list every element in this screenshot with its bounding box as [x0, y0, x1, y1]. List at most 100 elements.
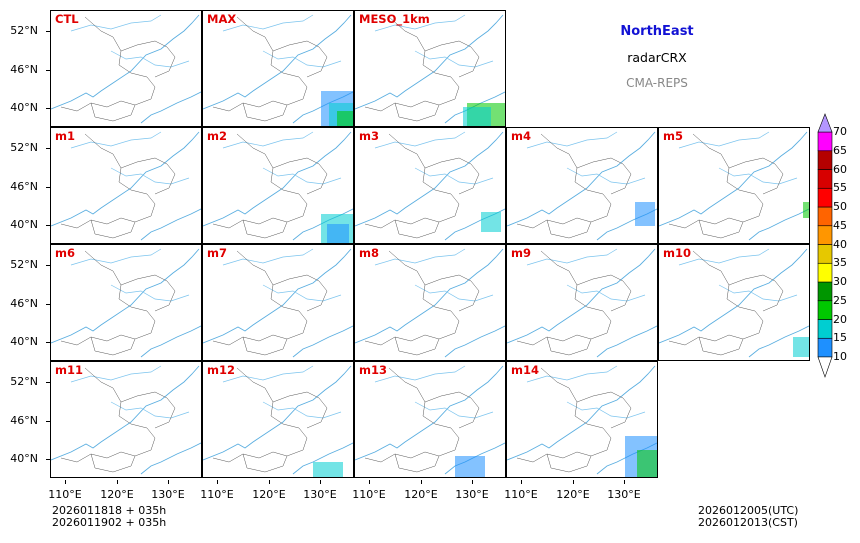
- coastline: [507, 248, 656, 344]
- panel-label: MESO_1km: [359, 12, 430, 26]
- coastline: [51, 131, 200, 227]
- province-border: [576, 274, 632, 312]
- panel-label: m11: [55, 363, 83, 377]
- lon-tick-label: 120°E: [404, 488, 438, 501]
- province-border: [242, 102, 288, 122]
- colorbar-extend-max: [817, 113, 833, 133]
- coastline: [51, 248, 200, 344]
- lon-tick-label: 130°E: [303, 488, 337, 501]
- lon-tick-label: 130°E: [455, 488, 489, 501]
- lon-tick: [472, 480, 473, 484]
- province-border: [728, 274, 784, 312]
- coastline: [203, 131, 352, 227]
- province-border: [576, 391, 632, 429]
- map-panel-m3: m3: [354, 127, 506, 244]
- coastline: [355, 131, 504, 227]
- coastline: [659, 131, 808, 227]
- map-panel-max: MAX: [202, 10, 354, 127]
- panel-label: m12: [207, 363, 235, 377]
- colorbar-segment: [817, 225, 833, 245]
- province-border: [364, 133, 460, 229]
- province-border: [424, 391, 480, 429]
- river: [70, 248, 162, 266]
- river: [262, 284, 342, 302]
- lon-tick-label: 110°E: [352, 488, 386, 501]
- river: [110, 167, 190, 185]
- map-outline: [507, 248, 657, 358]
- panel-label: m13: [359, 363, 387, 377]
- coastline: [596, 325, 657, 358]
- model-source: CMA-REPS: [626, 76, 688, 90]
- colorbar-tick-label: 40: [833, 237, 847, 251]
- map-outline: [203, 365, 353, 477]
- map-outline: [659, 131, 809, 241]
- panel-label: m8: [359, 246, 379, 260]
- river: [526, 131, 618, 149]
- river: [262, 167, 342, 185]
- lat-tick: [46, 265, 50, 266]
- province-border: [516, 250, 612, 346]
- province-border: [272, 391, 328, 429]
- lon-tick-label: 120°E: [556, 488, 590, 501]
- lon-tick-label: 130°E: [151, 488, 185, 501]
- coastline: [748, 208, 809, 241]
- lat-tick: [46, 421, 50, 422]
- province-border: [576, 157, 632, 195]
- province-border: [120, 274, 176, 312]
- map-panel-meso_1km: MESO_1km: [354, 10, 506, 127]
- lat-tick: [46, 148, 50, 149]
- coastline: [444, 325, 505, 358]
- lat-tick-label: 46°N: [10, 63, 38, 76]
- colorbar-segment: [817, 187, 833, 208]
- lon-tick: [117, 480, 118, 484]
- valid-time-cst: 2026012013(CST): [698, 516, 798, 529]
- map-panel-m12: m12: [202, 361, 354, 478]
- panel-label: m10: [663, 246, 691, 260]
- map-panel-m7: m7: [202, 244, 354, 361]
- colorbar-segment: [817, 131, 833, 152]
- river: [222, 248, 314, 266]
- panel-label: m5: [663, 129, 683, 143]
- region-title: NorthEast: [620, 24, 694, 39]
- province-border: [698, 219, 744, 239]
- province-border: [698, 336, 744, 356]
- river: [70, 365, 162, 383]
- lon-tick-label: 110°E: [48, 488, 82, 501]
- lat-tick-label: 46°N: [10, 180, 38, 193]
- precip-area: [481, 212, 501, 232]
- panel-label: m1: [55, 129, 75, 143]
- panel-label: m3: [359, 129, 379, 143]
- province-border: [212, 16, 308, 112]
- river: [222, 365, 314, 383]
- river: [414, 284, 494, 302]
- province-border: [546, 219, 592, 239]
- precip-area: [793, 337, 809, 357]
- coastline: [203, 248, 352, 344]
- province-border: [242, 219, 288, 239]
- colorbar-tick-label: 20: [833, 312, 847, 326]
- province-border: [364, 16, 460, 112]
- lat-tick: [46, 342, 50, 343]
- lat-tick-label: 40°N: [10, 452, 38, 465]
- precip-area: [327, 224, 349, 243]
- colorbar-tick-label: 10: [833, 350, 847, 363]
- river: [70, 14, 162, 32]
- variable-name: radarCRX: [627, 50, 687, 65]
- province-border: [394, 453, 440, 473]
- lat-tick-label: 40°N: [10, 335, 38, 348]
- coastline: [203, 14, 352, 110]
- lat-tick-label: 52°N: [10, 375, 38, 388]
- river: [374, 14, 466, 32]
- coastline: [51, 14, 200, 110]
- coastline: [292, 442, 353, 475]
- map-panel-m4: m4: [506, 127, 658, 244]
- lat-tick-label: 46°N: [10, 414, 38, 427]
- lat-tick: [46, 459, 50, 460]
- province-border: [212, 250, 308, 346]
- map-panel-m13: m13: [354, 361, 506, 478]
- province-border: [212, 133, 308, 229]
- map-panel-ctl: CTL: [50, 10, 202, 127]
- map-outline: [507, 365, 657, 477]
- coastline: [140, 325, 201, 358]
- lon-tick: [269, 480, 270, 484]
